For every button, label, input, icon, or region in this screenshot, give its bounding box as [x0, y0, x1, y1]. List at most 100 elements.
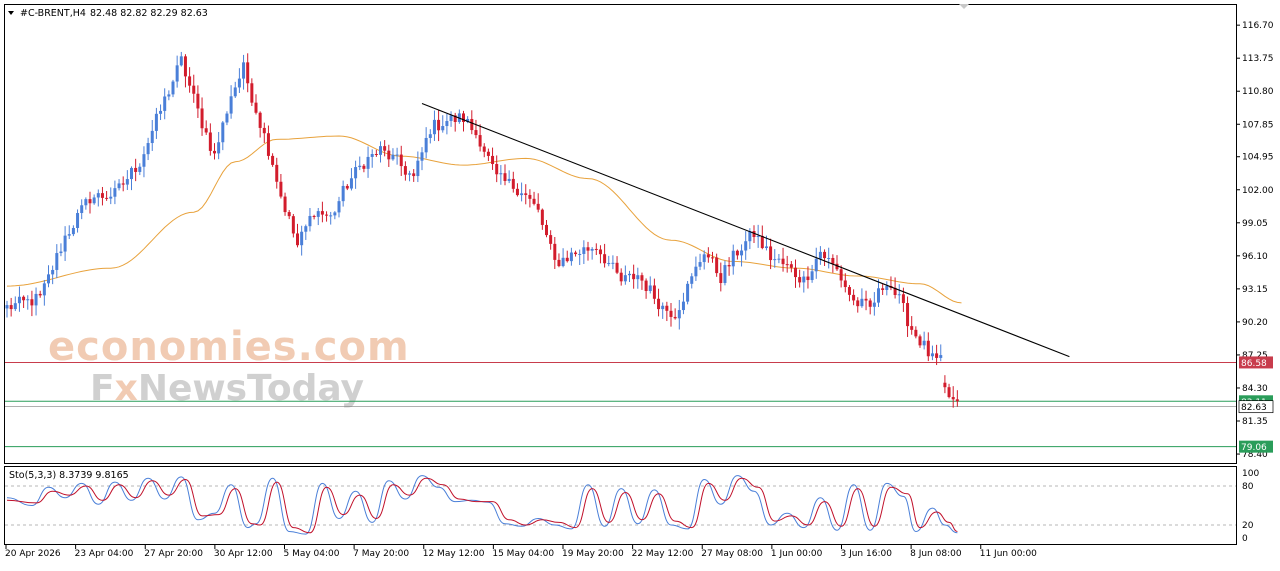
candle-bear — [831, 257, 835, 264]
candle-bear — [910, 326, 914, 330]
candle-bear — [665, 305, 669, 311]
price-tick-label: 107.85 — [1242, 120, 1274, 130]
candle-bull — [233, 87, 237, 97]
candle-bear — [453, 115, 457, 122]
candle-bear — [374, 154, 378, 156]
candle-bull — [354, 167, 358, 179]
candle-bull — [578, 253, 582, 255]
time-tick-label: 27 Apr 20:00 — [144, 549, 203, 559]
candle-bear — [711, 257, 714, 259]
price-tick-label: 102.00 — [1242, 186, 1274, 196]
candle-bear — [325, 214, 329, 216]
candle-bull — [167, 94, 171, 97]
level-tag-bg — [1239, 356, 1273, 369]
candle-bear — [615, 262, 619, 273]
candle-bull — [337, 201, 341, 213]
candle-bear — [839, 269, 843, 281]
candle-bull — [229, 96, 233, 114]
candle-bull — [47, 274, 50, 284]
candle-bull — [424, 137, 428, 153]
price-tick-label: 87.25 — [1242, 351, 1268, 361]
candle-bull — [449, 115, 453, 122]
candle-bull — [686, 283, 690, 302]
candle-bear — [652, 285, 656, 299]
candle-bear — [619, 272, 623, 282]
candle-bull — [872, 302, 876, 307]
candle-bear — [918, 336, 922, 346]
triangle-down-icon[interactable] — [8, 11, 14, 15]
candle-bear — [188, 76, 192, 86]
candle-bull — [756, 235, 760, 238]
candle-bear — [760, 235, 764, 249]
watermark-line2-prefix: F — [90, 368, 115, 409]
time-tick-label: 12 May 12:00 — [423, 549, 485, 559]
candle-bull — [681, 301, 685, 311]
candle-bear — [287, 212, 291, 217]
candle-bear — [598, 249, 602, 255]
candle-bull — [590, 248, 594, 251]
candle-bear — [495, 164, 499, 175]
candle-bull — [499, 173, 503, 175]
price-tick-label: 104.95 — [1242, 153, 1274, 163]
candle-bull — [723, 265, 727, 284]
time-tick-label: 7 May 20:00 — [353, 549, 409, 559]
candle-bull — [163, 96, 167, 111]
candle-bull — [520, 193, 524, 196]
time-tick-label: 27 May 08:00 — [701, 549, 763, 559]
price-tick-label: 113.75 — [1242, 54, 1274, 64]
candle-bear — [437, 119, 441, 131]
watermark: economies.com FxNewsToday — [48, 324, 409, 409]
candle-bear — [823, 251, 827, 259]
candle-bear — [275, 164, 279, 182]
price-tick-label: 90.20 — [1242, 318, 1268, 328]
candle-bull — [316, 211, 320, 217]
candle-bear — [794, 267, 797, 278]
time-tick-label: 11 Jun 00:00 — [980, 549, 1037, 559]
candle-bear — [893, 287, 897, 296]
candle-bear — [901, 294, 905, 304]
candle-bull — [802, 276, 806, 283]
candle-bear — [955, 399, 959, 402]
candle-bull — [55, 253, 59, 270]
oscillator-label: Sto(5,3,3) 8.3739 9.8165 — [9, 470, 129, 481]
candle-bull — [366, 156, 370, 169]
price-tick-label: 116.70 — [1242, 21, 1274, 31]
candle-bear — [88, 199, 92, 204]
main-pane-frame — [4, 4, 1237, 464]
candle-bull — [96, 193, 100, 198]
candle-bull — [175, 65, 179, 82]
candle-bull — [773, 259, 777, 261]
candle-bull — [225, 113, 229, 123]
time-tick-label: 3 Jun 16:00 — [840, 549, 892, 559]
candle-bear — [399, 154, 403, 167]
candle-bear — [121, 183, 125, 185]
candle-bear — [22, 296, 26, 301]
candle-bull — [92, 197, 96, 204]
candle-bull — [59, 251, 63, 254]
candle-bear — [906, 303, 910, 327]
candle-bear — [574, 252, 578, 255]
stoch-main-line — [6, 475, 958, 535]
candle-bull — [71, 227, 75, 235]
chart-header: #C-BRENT,H4 82.48 82.82 82.29 82.63 — [8, 8, 208, 19]
candle-bull — [885, 286, 889, 290]
candle-bear — [134, 167, 138, 172]
candle-bear — [345, 185, 349, 189]
candle-bear — [735, 250, 739, 256]
candle-bear — [856, 300, 860, 307]
candle-bull — [113, 188, 117, 197]
time-tick-label: 19 May 20:00 — [562, 549, 624, 559]
candle-bear — [412, 173, 416, 177]
candle-bear — [914, 329, 918, 337]
trendline — [421, 103, 1070, 358]
candle-bull — [432, 119, 436, 135]
candle-bear — [320, 211, 324, 215]
candle-bear — [213, 150, 216, 154]
candle-bull — [51, 269, 55, 275]
moving-average — [6, 135, 962, 304]
scroll-marker-icon[interactable] — [959, 4, 969, 9]
candle-bull — [677, 310, 681, 319]
candle-bear — [951, 397, 955, 400]
